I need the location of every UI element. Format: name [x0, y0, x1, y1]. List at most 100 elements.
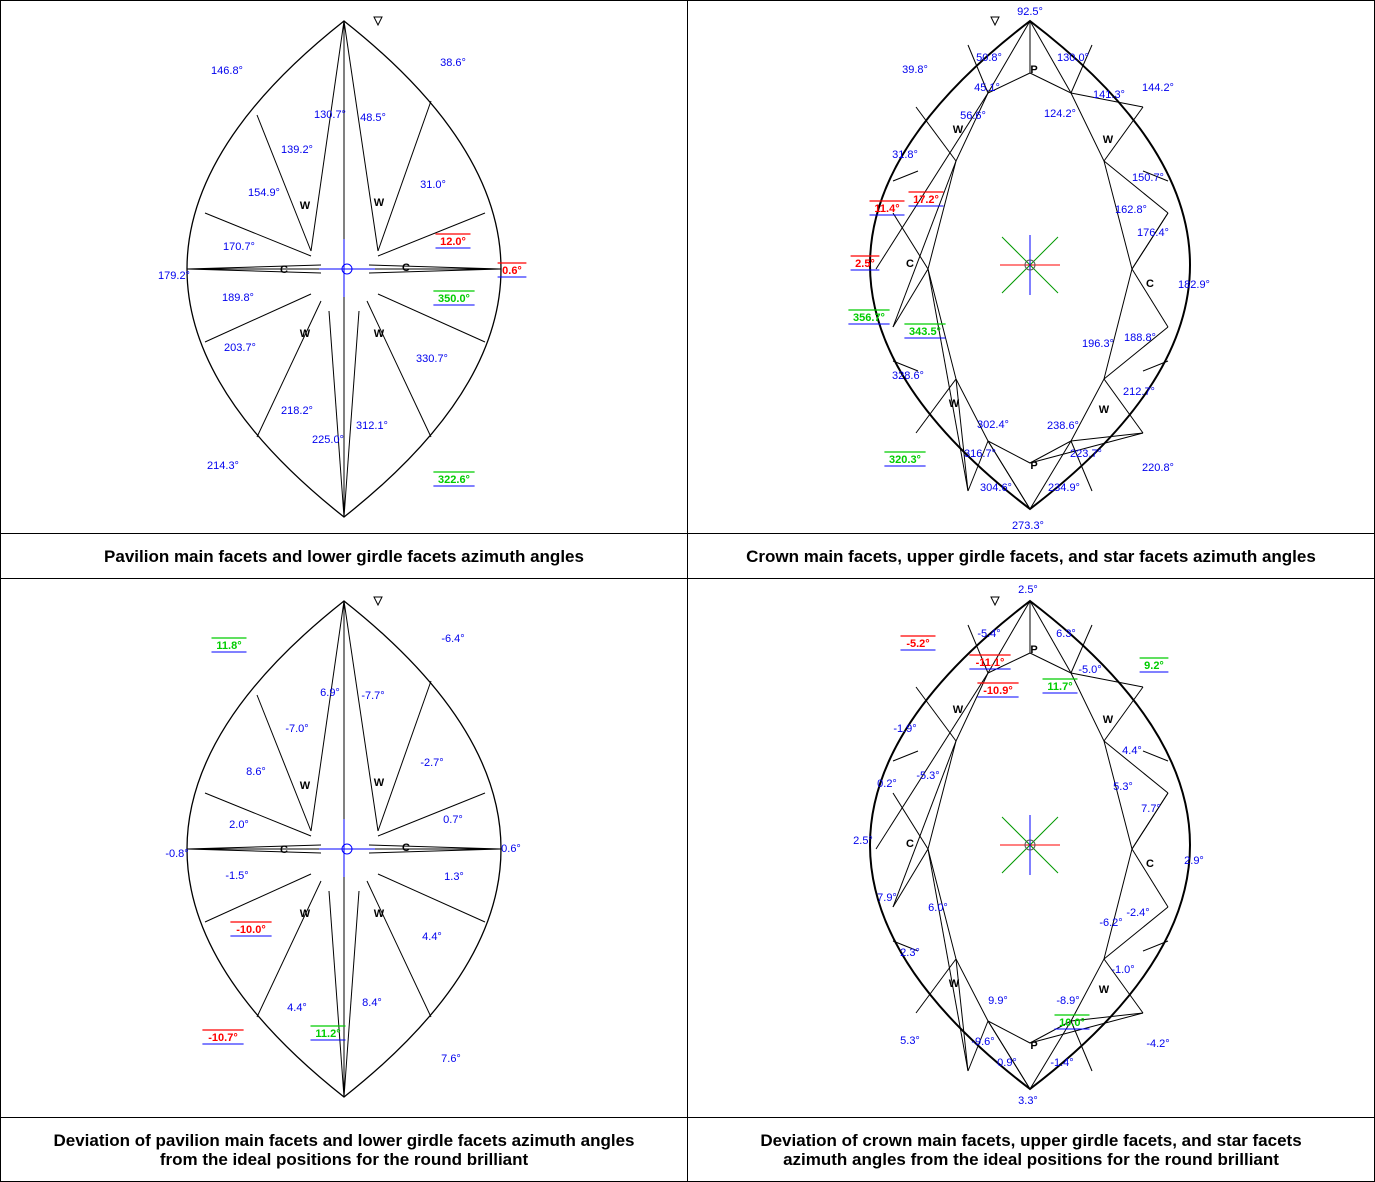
angle-label: -10.0°: [236, 924, 265, 936]
facet-edge: [368, 848, 502, 854]
angle-label: 304.6°: [980, 482, 1012, 494]
angle-label: 9.2°: [1144, 660, 1164, 672]
angle-label: 176.4°: [1137, 227, 1169, 239]
facet-edge: [1142, 360, 1169, 372]
angle-label: 8.6°: [246, 766, 266, 778]
facet-edge: [377, 680, 432, 832]
orientation-marker-icon: [990, 596, 1000, 607]
caption-pavilion-deviation: Deviation of pavilion main facets and lo…: [0, 1117, 688, 1182]
angle-label: 162.8°: [1115, 204, 1147, 216]
facet-edge: [256, 880, 322, 1018]
angle-label: -1.4°: [1050, 1057, 1073, 1069]
angle-label: -10.9°: [983, 685, 1012, 697]
angle-label: 39.8°: [902, 64, 928, 76]
center-circle-icon: [341, 843, 353, 855]
angle-label: 56.6°: [960, 110, 986, 122]
angle-label: 214.3°: [207, 460, 239, 472]
angle-label: -7.7°: [361, 690, 384, 702]
facet-edge: [204, 873, 312, 923]
angle-label: 330.7°: [416, 353, 448, 365]
angle-label: 144.2°: [1142, 82, 1174, 94]
angle-label: -4.2°: [1146, 1038, 1169, 1050]
facet-edge: [987, 600, 1031, 674]
facet-letter: W: [374, 328, 385, 340]
facet-edge: [892, 848, 929, 908]
facet-edge: [377, 293, 486, 343]
facet-edge: [256, 300, 322, 438]
angle-label: -1.5°: [225, 870, 248, 882]
angle-label: -2.4°: [1126, 907, 1149, 919]
facet-edge: [1070, 624, 1093, 674]
facet-edge: [967, 1020, 989, 1072]
angle-label: 302.4°: [977, 419, 1009, 431]
facet-edge: [186, 844, 322, 850]
facet-edge: [343, 600, 379, 832]
angle-label: 0.6°: [502, 265, 522, 277]
facet-letter: W: [300, 200, 311, 212]
facet-edge: [1029, 1012, 1144, 1044]
facet-edge: [892, 750, 919, 762]
angle-label: 4.4°: [1122, 745, 1142, 757]
angle-label: 45.1°: [974, 82, 1000, 94]
facet-edge: [1142, 940, 1169, 952]
facet-edge: [892, 940, 919, 952]
angle-label: 179.2°: [158, 270, 190, 282]
angle-label: 189.8°: [222, 292, 254, 304]
angle-label: 4.4°: [422, 931, 442, 943]
facet-edge: [204, 792, 312, 837]
pavilion-azimuth-diagram: W W C C W W 146.8° 38.6° 130.7° 48.5° 139.2° 154.9°…: [158, 16, 527, 518]
angle-label: 343.5°: [909, 326, 941, 338]
angle-label: 124.2°: [1044, 108, 1076, 120]
facet-edge: [955, 958, 969, 1072]
angle-label: 130.0°: [1057, 52, 1089, 64]
facet-letter: P: [1030, 460, 1037, 472]
facet-edge: [967, 440, 989, 492]
angle-label: 316.7°: [964, 448, 996, 460]
facet-edge: [186, 268, 322, 274]
angle-label: 11.7°: [1047, 681, 1072, 693]
crown-azimuth-diagram: P W W C C W W P 92.5° 50.8° 130.0° 39.8° 45.1° 141.3°…: [848, 6, 1210, 532]
facet-edge: [892, 268, 929, 328]
angle-label: 10.0°: [1059, 1017, 1085, 1029]
facet-edge: [1070, 92, 1144, 108]
facet-letter: W: [300, 780, 311, 792]
facet-letter: W: [374, 908, 385, 920]
angle-label: -9.6°: [971, 1036, 994, 1048]
facet-edge: [1103, 106, 1144, 162]
center-circle-icon: [1024, 839, 1036, 851]
facet-edge: [310, 20, 345, 252]
angle-label: 2.5°: [853, 835, 873, 847]
facet-edge: [1142, 750, 1169, 762]
angle-label: 38.6°: [440, 57, 466, 69]
angle-label: -5.0°: [1078, 664, 1101, 676]
facet-letter: P: [1030, 1040, 1037, 1052]
facet-edge: [1029, 432, 1144, 464]
orientation-marker-icon: [373, 596, 383, 607]
facet-letter: C: [906, 258, 914, 270]
angle-label: 234.9°: [1048, 482, 1080, 494]
angle-label: -0.8°: [165, 848, 188, 860]
angle-label: 150.7°: [1132, 172, 1164, 184]
angle-label: 11.4°: [874, 203, 899, 215]
angle-label: 220.8°: [1142, 462, 1174, 474]
angle-label: 31.8°: [892, 149, 918, 161]
facet-edge: [892, 740, 957, 908]
facet-edge: [955, 378, 969, 492]
angle-label: 5.3°: [1113, 781, 1133, 793]
angle-label: 130.7°: [314, 109, 346, 121]
panel-pavilion-deviation: W W C C W W 11.8° -6.4° 6.9° -7.7° -7.0° 8.6° -2.7° 0…: [0, 578, 688, 1118]
angle-label: 6.0°: [928, 902, 948, 914]
facet-edge: [987, 20, 1031, 94]
angle-label: 0.2°: [877, 778, 897, 790]
facet-edge: [1070, 44, 1093, 94]
facet-letter: C: [1146, 278, 1154, 290]
angle-label: 170.7°: [223, 241, 255, 253]
angle-label: 9.9°: [988, 995, 1008, 1007]
angle-label: 188.8°: [1124, 332, 1156, 344]
angle-label: 238.6°: [1047, 420, 1079, 432]
facet-letter: C: [402, 262, 410, 274]
facet-letter: C: [906, 838, 914, 850]
facet-edge: [377, 212, 486, 257]
facet-edge: [366, 300, 432, 438]
